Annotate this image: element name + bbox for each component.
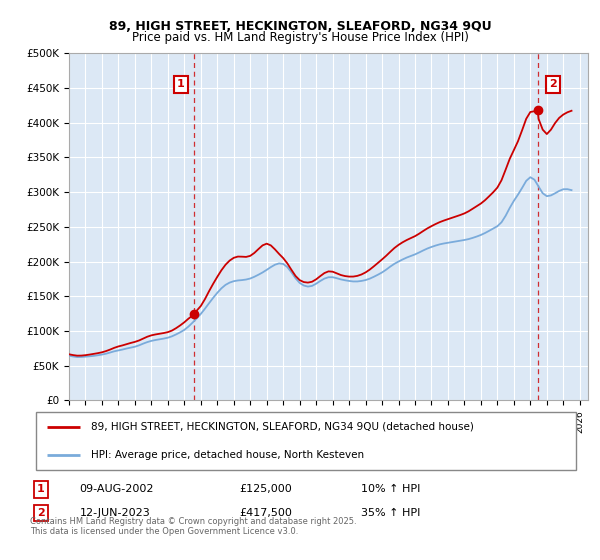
Text: HPI: Average price, detached house, North Kesteven: HPI: Average price, detached house, Nort… — [91, 450, 364, 460]
Text: 2: 2 — [37, 508, 45, 518]
Text: 1: 1 — [177, 80, 185, 90]
Text: Contains HM Land Registry data © Crown copyright and database right 2025.
This d: Contains HM Land Registry data © Crown c… — [30, 517, 356, 536]
Text: £417,500: £417,500 — [240, 508, 293, 518]
Text: £125,000: £125,000 — [240, 484, 293, 494]
Text: 10% ↑ HPI: 10% ↑ HPI — [361, 484, 421, 494]
Text: 35% ↑ HPI: 35% ↑ HPI — [361, 508, 421, 518]
Text: 09-AUG-2002: 09-AUG-2002 — [80, 484, 154, 494]
Text: 89, HIGH STREET, HECKINGTON, SLEAFORD, NG34 9QU: 89, HIGH STREET, HECKINGTON, SLEAFORD, N… — [109, 20, 491, 32]
Text: 1: 1 — [37, 484, 45, 494]
FancyBboxPatch shape — [35, 412, 577, 470]
Text: Price paid vs. HM Land Registry's House Price Index (HPI): Price paid vs. HM Land Registry's House … — [131, 31, 469, 44]
Text: 12-JUN-2023: 12-JUN-2023 — [80, 508, 151, 518]
Text: 89, HIGH STREET, HECKINGTON, SLEAFORD, NG34 9QU (detached house): 89, HIGH STREET, HECKINGTON, SLEAFORD, N… — [91, 422, 473, 432]
Text: 2: 2 — [549, 80, 557, 90]
